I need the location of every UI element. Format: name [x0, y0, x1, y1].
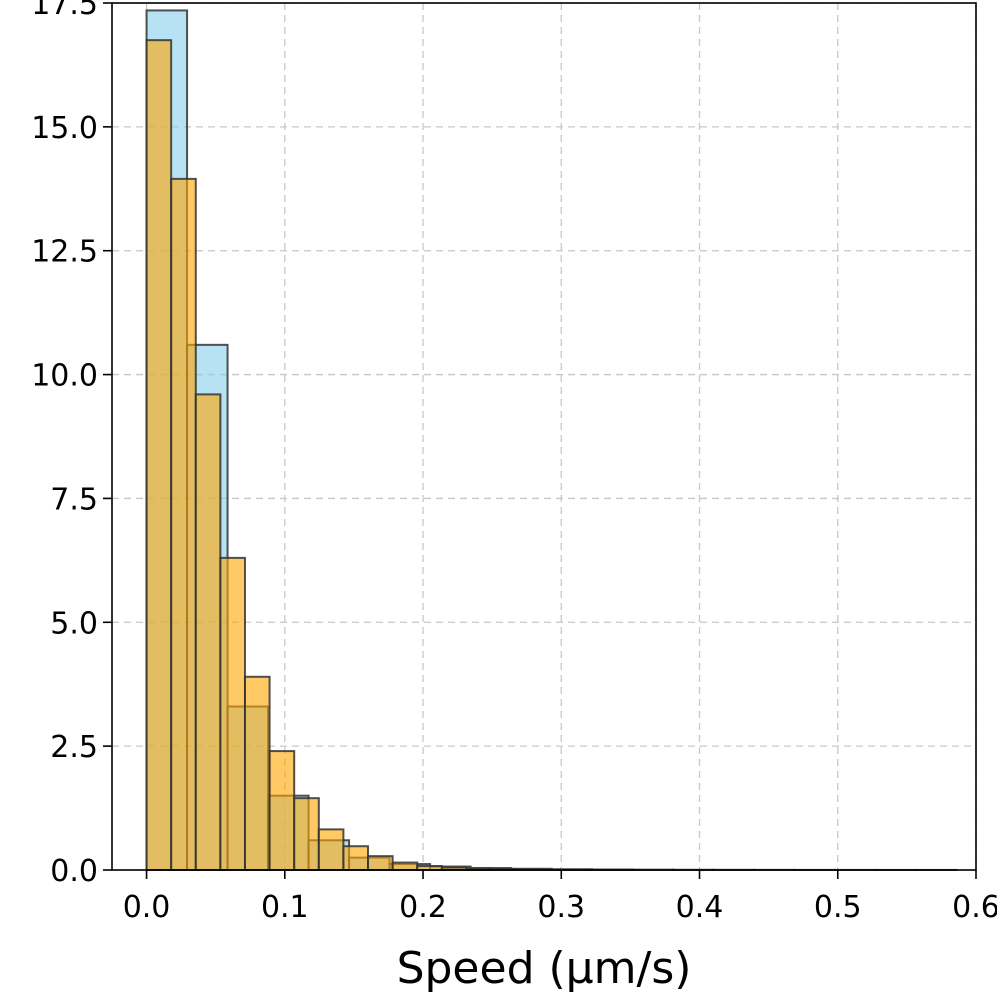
x-tick-label-3: 0.3	[537, 890, 585, 925]
bar-series-2-bin-7	[293, 797, 320, 871]
y-tick-label-3: 7.5	[50, 482, 98, 517]
x-tick-label-6: 0.6	[952, 890, 997, 925]
bar-series-2-bin-5	[243, 675, 271, 871]
plot-frame	[111, 2, 977, 871]
bar-series-2-bin-11	[391, 861, 419, 871]
x-tick-label-4: 0.4	[676, 890, 724, 925]
bar-series-2-bin-3	[194, 393, 222, 871]
x-tick-label-0: 0.0	[123, 890, 171, 925]
x-tick-label-1: 0.1	[261, 890, 309, 925]
y-tick-label-1: 2.5	[50, 730, 98, 765]
x-tick-label-2: 0.2	[399, 890, 447, 925]
grid-lines	[112, 2, 977, 871]
x-axis-label: Speed (μm/s)	[397, 943, 692, 994]
x-axis-ticks: 0.0 0.1 0.2 0.3 0.4 0.5 0.6	[123, 870, 997, 925]
bar-series-2-bin-4	[219, 556, 246, 871]
bar-series-2-bin-6	[268, 750, 296, 872]
bar-series-2-bin-8	[317, 828, 345, 872]
y-tick-label-2: 5.0	[50, 606, 98, 641]
y-axis-ticks: 0.0 2.5 5.0 7.5 10.0 12.5 15.0 17.5	[31, 0, 112, 889]
bar-series-2-bin-1	[145, 39, 173, 871]
x-tick-label-5: 0.5	[814, 890, 862, 925]
y-tick-label-6: 15.0	[31, 111, 98, 146]
bar-series-2-bin-10	[367, 855, 394, 871]
y-tick-label-5: 12.5	[31, 235, 98, 270]
bar-series-2-bin-2	[170, 177, 197, 871]
y-tick-label-4: 10.0	[31, 359, 98, 394]
histogram-bars	[145, 9, 958, 872]
y-tick-label-7: 17.5	[31, 0, 98, 22]
bar-series-2-bin-9	[342, 845, 370, 871]
y-tick-label-0: 0.0	[50, 854, 98, 889]
